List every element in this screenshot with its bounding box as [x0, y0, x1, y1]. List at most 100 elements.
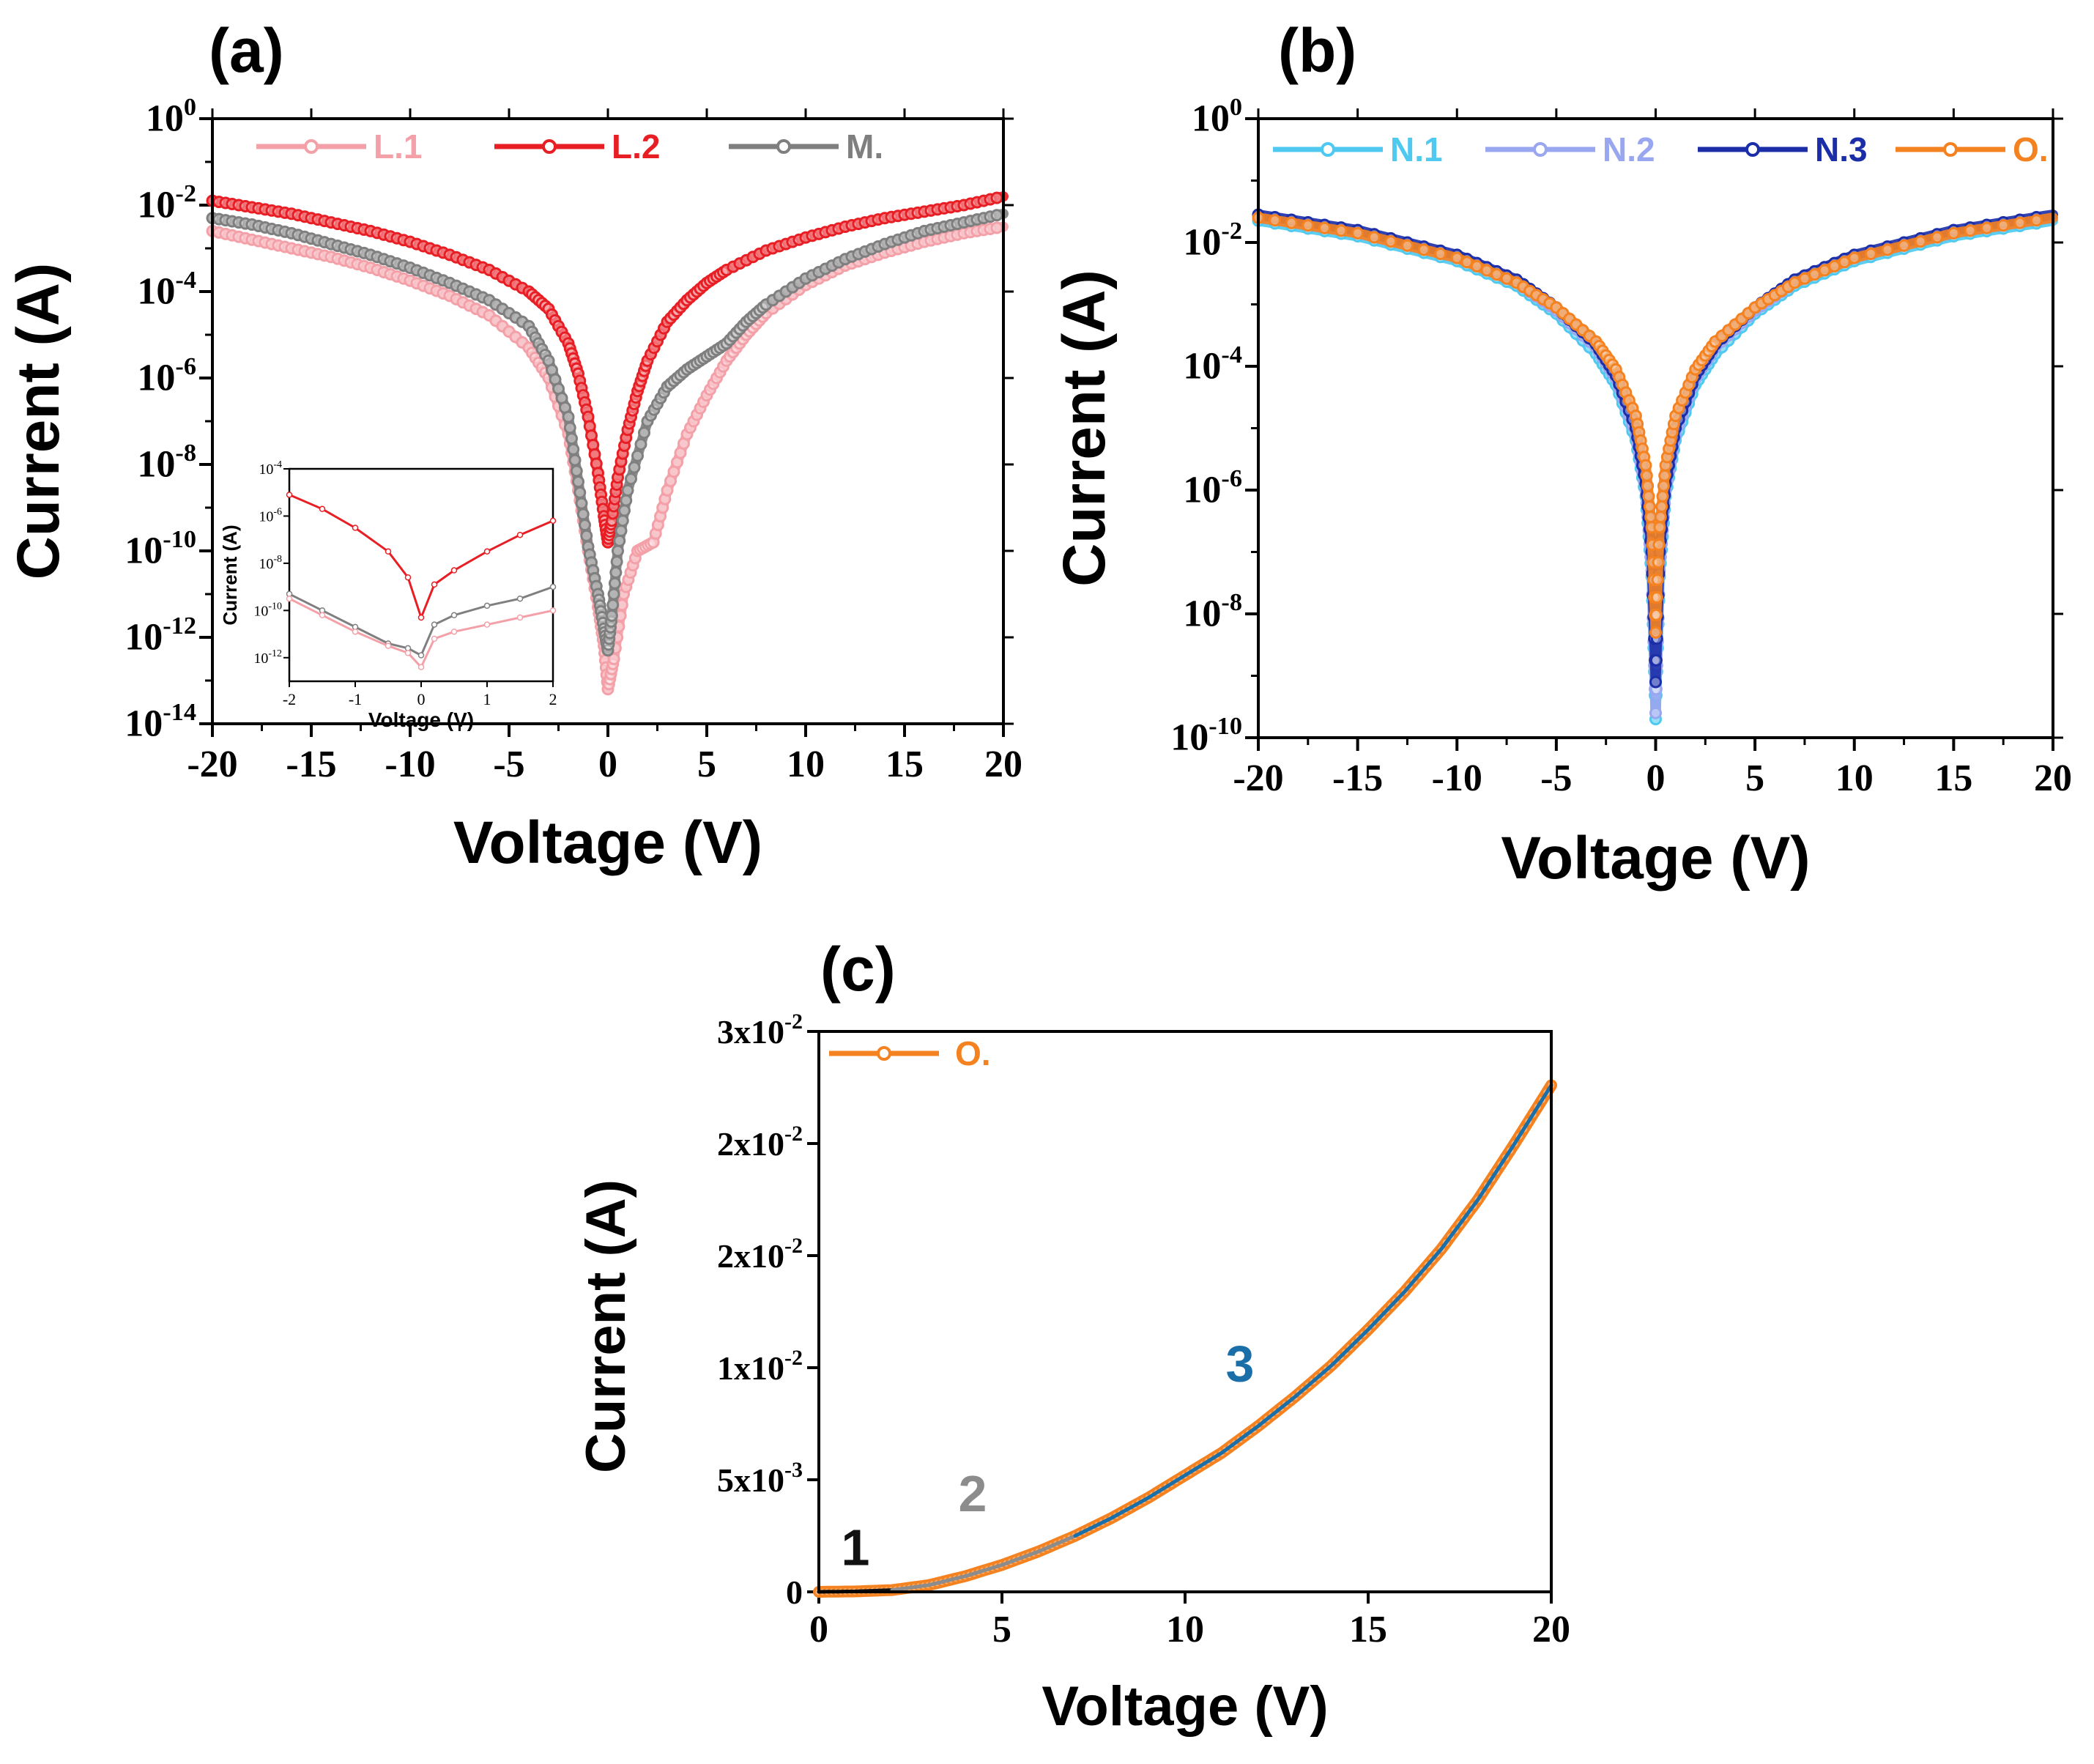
panel-b-data-point — [1838, 256, 1851, 269]
panel-b-ytick-base: 10 — [1183, 593, 1221, 635]
inset-data-point — [549, 583, 557, 590]
panel-a-data-point — [575, 497, 588, 510]
panel-b-data-point — [1652, 556, 1665, 569]
panel-c-ytick-mantissa: 2x — [717, 1237, 751, 1275]
panel-a-ytick-exp: -14 — [163, 698, 196, 726]
inset-ytick-label: 10-6 — [259, 506, 282, 525]
panel-b-ytick-label: 10-2 — [1183, 217, 1242, 264]
panel-c-ytick-mantissa: 5x — [717, 1461, 751, 1499]
inset-series-m — [286, 583, 557, 659]
panel-a-ytick-exp: -8 — [175, 439, 196, 467]
panel-label-b: (b) — [1278, 16, 1356, 85]
panel-b-data-point — [1650, 590, 1663, 604]
panel-a-data-point — [990, 209, 1003, 222]
panel-b-data-point — [1647, 574, 1660, 587]
inset-xtick-label: -2 — [283, 690, 296, 708]
panel-b-xtick-label: -15 — [1332, 757, 1383, 799]
panel-b-data-point — [1651, 574, 1664, 587]
panel-b-legend-marker — [1745, 142, 1760, 157]
panel-b-data-point — [1654, 511, 1667, 524]
panel-c-ytick-label: 2x10-2 — [717, 1122, 803, 1163]
panel-c-ytick-base: 10 — [751, 1349, 784, 1387]
panel-b-data-point — [1798, 272, 1811, 285]
panel-b-data-point — [1318, 221, 1331, 234]
panel-a-xtick-label: -15 — [286, 744, 336, 785]
panel-b-data-point — [1655, 500, 1668, 514]
panel-b-legend-marker — [1321, 142, 1335, 157]
panel-b-data-point — [1864, 247, 1877, 260]
panel-a-data-point — [567, 442, 580, 456]
panel-b-ytick-base: 10 — [1183, 346, 1221, 388]
panel-b-data-point — [1808, 268, 1821, 281]
panel-a-data-point — [658, 322, 670, 335]
panel-a-y-axis-label: Current (A) — [5, 263, 72, 580]
panel-a-data-point — [568, 453, 582, 467]
inset-ytick-base: 10 — [259, 556, 273, 572]
panel-a-ytick-base: 10 — [125, 703, 163, 745]
panel-a-ytick-base: 10 — [137, 444, 175, 486]
panel-c-ytick-base: 10 — [751, 1013, 784, 1050]
panel-b-xtick-label: 0 — [1646, 757, 1666, 799]
panel-b-data-point — [1640, 469, 1653, 482]
panel-b-ytick-base: 10 — [1192, 98, 1230, 140]
inset-ytick-base: 10 — [253, 651, 268, 667]
panel-a-data-point — [620, 494, 633, 507]
panel-b-ytick-label: 10-6 — [1183, 464, 1242, 511]
panel-a-data-point — [562, 410, 575, 423]
panel-a-data-point — [565, 432, 578, 445]
panel-b-data-point — [1828, 259, 1841, 273]
panel-a-data-point — [610, 555, 623, 568]
inset-data-point — [404, 650, 412, 656]
panel-a-data-point — [572, 475, 584, 489]
inset-xtick-label: 1 — [483, 690, 491, 708]
panel-a-ytick-exp: -2 — [175, 179, 196, 207]
inset-ytick-label: 10-10 — [253, 601, 282, 619]
panel-b-data-point — [1490, 268, 1503, 281]
panel-a-xtick-label: 15 — [886, 744, 924, 785]
panel-b-ytick-base: 10 — [1170, 717, 1208, 759]
panel-a-data-point — [580, 529, 593, 542]
panel-b-legend-label: N.2 — [1603, 130, 1655, 168]
panel-a-legend-marker — [542, 139, 557, 154]
panel-b-xtick-label: -20 — [1233, 757, 1283, 799]
inset-xtick-label: 0 — [417, 690, 426, 708]
inset-ytick-label: 10-4 — [259, 459, 282, 478]
panel-b-data-point — [1649, 626, 1662, 639]
panel-c-ytick-exp: -2 — [784, 1346, 803, 1370]
panel-b-ytick-base: 10 — [1183, 222, 1221, 264]
panel-b-xtick-label: 10 — [1835, 757, 1874, 799]
panel-a-data-point — [625, 472, 637, 486]
inset-series-l2 — [286, 492, 557, 621]
panel-c-region-label-3: 3 — [1226, 1335, 1255, 1392]
panel-b-ytick-exp: 0 — [1230, 93, 1242, 121]
panel-b-data-point — [1947, 226, 1960, 240]
panel-a-data-point — [576, 508, 590, 521]
panel-b-data-point — [1639, 459, 1652, 472]
panel-b-data-point — [1931, 231, 1944, 244]
panel-b-y-axis-label: Current (A) — [1051, 270, 1118, 587]
panel-c-xtick-label: 10 — [1166, 1609, 1204, 1650]
panel-b-ytick-exp: -2 — [1221, 217, 1242, 245]
inset-ytick-label: 10-8 — [259, 554, 282, 572]
panel-a-data-point — [606, 598, 620, 612]
panel-c-ytick-label: 0 — [786, 1574, 803, 1611]
panel-b-legend-label: N.3 — [1815, 130, 1868, 168]
panel-a-data-point — [684, 421, 697, 434]
panel-a-data-point — [647, 341, 661, 355]
inset-data-point — [450, 629, 458, 635]
panel-a-ytick-label: 10-14 — [125, 698, 196, 745]
panel-a-data-point — [605, 609, 618, 622]
panel-a-ytick-exp: 0 — [184, 93, 196, 121]
inset-data-point — [549, 517, 557, 525]
panel-c-ytick-mantissa: 3x — [717, 1013, 751, 1050]
inset-xtick-label: 2 — [549, 690, 557, 708]
panel-b-series-line — [1253, 212, 2058, 638]
inset-data-point — [549, 607, 557, 614]
panel-c-y-axis-label: Current (A) — [575, 1179, 637, 1473]
panel-label-c: (c) — [820, 935, 896, 1004]
panel-a-data-point — [616, 514, 629, 527]
panel-a-ytick-label: 10-12 — [125, 612, 196, 659]
inset-y-axis-label: Current (A) — [219, 525, 241, 625]
panel-a-ytick-base: 10 — [125, 530, 163, 572]
